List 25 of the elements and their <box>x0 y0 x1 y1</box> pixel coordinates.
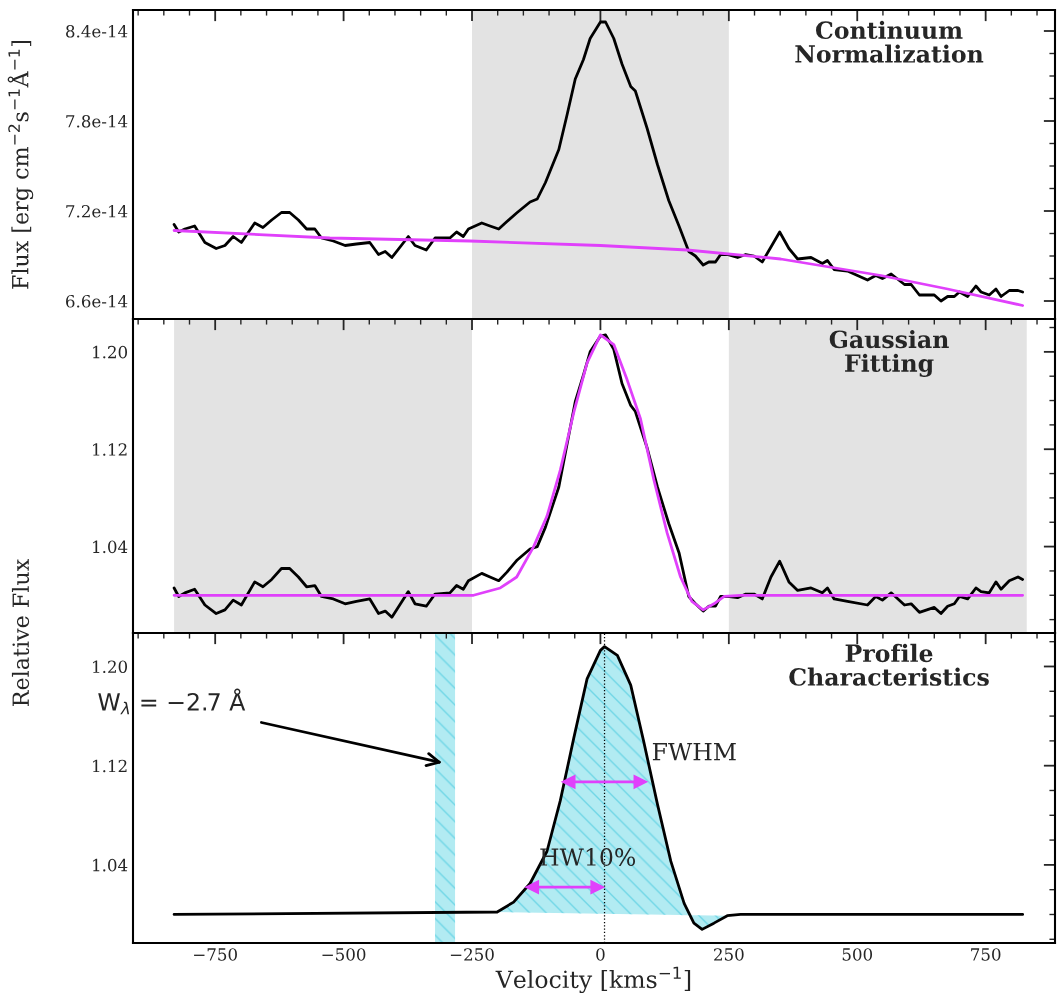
series-label: FWHM <box>652 743 736 761</box>
x-axis-title: Velocity [kms$^{−1}$] <box>495 966 691 994</box>
y-tick-label: 6.6e-14 <box>66 294 128 308</box>
x-tick-label: −750 <box>194 948 237 961</box>
y-axis-title: Flux [erg cm$^{−2}$s$^{−1}$Å$^{−1}$] <box>7 40 34 289</box>
x-tick-label: 250 <box>714 948 744 961</box>
y-tick-label: 7.2e-14 <box>66 204 128 218</box>
x-tick-label: −500 <box>322 948 366 961</box>
y-tick-label: 1.04 <box>93 858 128 872</box>
x-tick-label: 500 <box>842 948 873 961</box>
text: Gaussian Fitting <box>829 329 949 377</box>
y-tick-label: 1.12 <box>93 443 127 456</box>
y-tick-label: 1.04 <box>93 540 128 554</box>
text: Profile Characteristics <box>789 643 989 686</box>
y-tick-label: 7.8e-14 <box>66 114 128 128</box>
y-tick-label: 8.4e-14 <box>66 24 128 38</box>
y-tick-label: 1.20 <box>93 345 128 359</box>
text: Continuum Normalization <box>795 20 984 63</box>
band-label: W$_{λ}$ = −2.7 Å <box>98 688 246 715</box>
y-tick-label: 1.20 <box>93 660 128 674</box>
x-tick-label: 750 <box>971 948 1001 961</box>
x-tick-label: 0 <box>596 948 605 961</box>
y-axis-title: Relative Flux <box>11 559 30 706</box>
x-tick-label: −250 <box>450 948 494 961</box>
y-tick-label: 1.12 <box>93 759 127 773</box>
